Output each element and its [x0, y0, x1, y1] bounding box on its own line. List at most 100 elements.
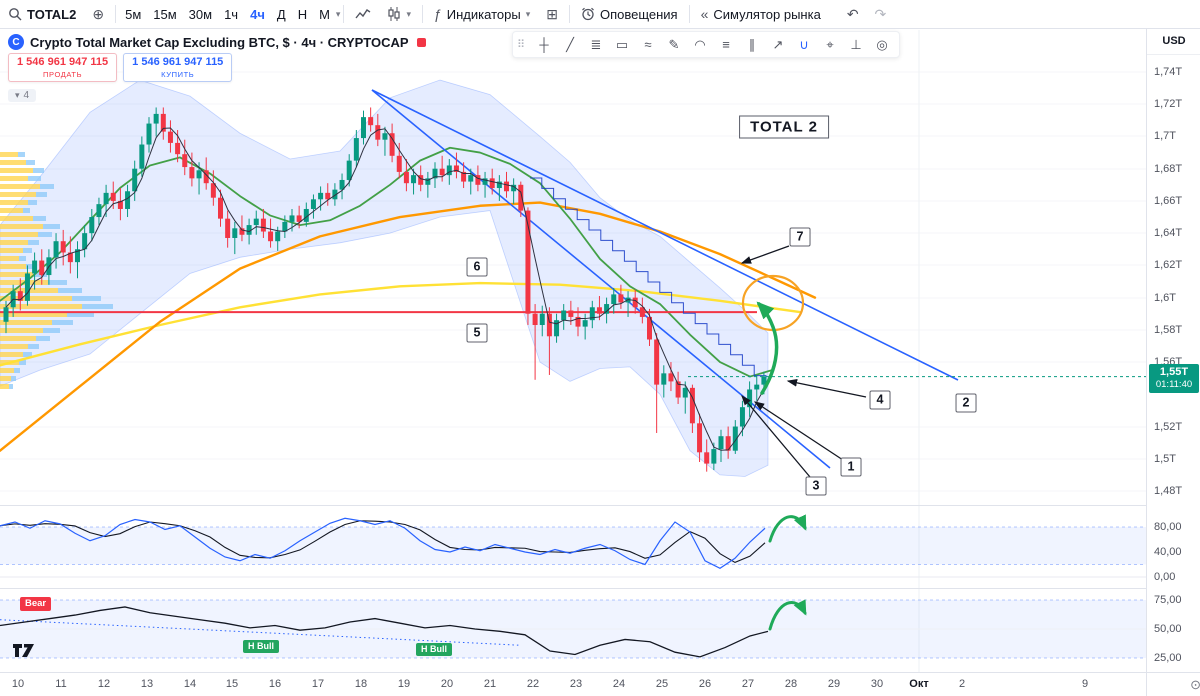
chart-legend[interactable]: C Crypto Total Market Cap Excluding BTC,…	[8, 34, 426, 50]
bar-countdown: 01:11:40	[1155, 379, 1193, 391]
price-axis-label: 1,48T	[1154, 485, 1183, 497]
tradingview-logo-icon	[13, 644, 34, 657]
timeframe-button-Н[interactable]: Н	[297, 6, 308, 22]
bars-pattern-tool-icon[interactable]: ⊥	[850, 36, 862, 52]
callout-label-6[interactable]: 6	[466, 257, 488, 277]
alerts-label: Оповещения	[599, 6, 678, 22]
time-axis-label: 29	[827, 678, 841, 690]
price-axis-label: 0,00	[1154, 571, 1176, 583]
rectangle-tool-icon[interactable]: ▭	[615, 36, 629, 52]
symbol-search-button[interactable]: TOTAL2	[0, 2, 84, 26]
search-icon	[9, 8, 22, 21]
parallel-lines-tool-icon[interactable]: ≡	[722, 37, 730, 52]
drag-handle-icon[interactable]: ⠿	[517, 39, 526, 51]
price-axis-label: 75,00	[1154, 594, 1182, 606]
trade-buttons: 1 546 961 947 115 ПРОДАТЬ 1 546 961 947 …	[8, 53, 233, 82]
indicator-badge-h-bull: H Bull	[416, 643, 452, 656]
toolbar-divider	[115, 5, 117, 23]
line-chart-icon	[355, 9, 371, 19]
price-axis-label: 1,5T	[1154, 453, 1177, 465]
timeframe-button-М[interactable]: М	[319, 6, 330, 22]
time-axis-label: 10	[11, 678, 25, 690]
add-symbol-button[interactable]: ⊕	[92, 5, 105, 22]
channel-tool-icon[interactable]: ∥	[748, 36, 756, 52]
timeframe-group: 5м 15м 30м 1ч 4ч Д Н М	[119, 3, 336, 25]
time-axis-corner[interactable]: ⊙	[1146, 672, 1200, 696]
layout-grid-button[interactable]: ⊞	[546, 5, 558, 22]
callout-label-4[interactable]: 4	[869, 390, 891, 410]
indicator-panes	[0, 514, 1146, 659]
price-axis-label: 25,00	[1154, 652, 1182, 664]
alarm-clock-icon	[582, 7, 594, 21]
callout-label-3[interactable]: 3	[805, 476, 827, 496]
callout-label-1[interactable]: 1	[840, 457, 862, 477]
measure-tool-icon[interactable]: ⌖	[826, 36, 834, 52]
time-axis-label: 23	[569, 678, 583, 690]
time-axis-label: 12	[97, 678, 111, 690]
sell-button[interactable]: 1 546 961 947 115 ПРОДАТЬ	[8, 53, 118, 82]
price-axis[interactable]: USD 1,55T 01:11:40 1,74T 1,72T 1,7T 1,68T 1,…	[1146, 28, 1200, 672]
drawing-tools: ┼ ╱ ≣ ▭ ≈ ✎ ◠ ≡ ∥ ↗ ∪ ⌖ ⊥ ◎	[531, 34, 895, 56]
time-axis-label: 21	[483, 678, 497, 690]
alerts-button[interactable]: Оповещения	[573, 2, 686, 26]
more-tool-icon[interactable]: ◎	[876, 36, 888, 52]
fib-retracement-tool-icon[interactable]: ≣	[590, 36, 602, 52]
timeframe-button-30м[interactable]: 30м	[188, 6, 213, 22]
toolbar-divider	[688, 5, 690, 23]
time-axis-label: 16	[268, 678, 282, 690]
price-axis-label: 40,00	[1154, 546, 1182, 558]
timeframe-button-Д[interactable]: Д	[276, 6, 286, 22]
brush-tool-icon[interactable]: ✎	[668, 36, 680, 52]
indicator-badge-bear: Bear	[20, 597, 52, 611]
crosshair-tool-icon[interactable]: ┼	[539, 37, 549, 52]
callout-label-5[interactable]: 5	[466, 323, 488, 343]
price-axis-label: 1,66T	[1154, 195, 1183, 207]
callout-label-2[interactable]: 2	[955, 393, 977, 413]
indicators-chevron-down-icon: ▾	[525, 8, 531, 19]
indicators-button[interactable]: ƒ Индикаторы ▾	[426, 2, 538, 26]
indicators-icon: ƒ	[433, 6, 442, 22]
time-axis[interactable]: 10 11 12 13 14 15 16 17 18 19 20 21 22 23 24 25 26 27 28 29…	[0, 672, 1146, 696]
symbol-name: TOTAL2	[27, 6, 77, 22]
line-chart-type-button[interactable]	[347, 2, 379, 26]
chart-drawings	[688, 245, 1146, 478]
timeframe-button-5м[interactable]: 5м	[125, 6, 142, 22]
wave-tool-icon[interactable]: ≈	[644, 37, 652, 52]
current-price: 1,55T	[1159, 366, 1189, 378]
arc-tool-icon[interactable]: ◠	[694, 36, 706, 52]
undo-button[interactable]: ↶	[846, 5, 859, 22]
magnet-tool-icon[interactable]: ∪	[799, 36, 809, 52]
time-axis-label: 15	[225, 678, 239, 690]
timeframe-button-1ч[interactable]: 1ч	[224, 6, 239, 22]
buy-button[interactable]: 1 546 961 947 115 КУПИТЬ	[123, 53, 233, 82]
timeframes-chevron-down-icon[interactable]: ▾	[335, 8, 341, 19]
arrow-tool-icon[interactable]: ↗	[772, 36, 784, 52]
tradingview-logo[interactable]	[12, 643, 36, 663]
timeframe-button-4ч[interactable]: 4ч	[250, 6, 265, 22]
timeframe-button-15м[interactable]: 15м	[153, 6, 177, 22]
trend-line-tool-icon[interactable]: ╱	[566, 36, 574, 52]
toolbar-divider	[343, 5, 345, 23]
sell-label: ПРОДАТЬ	[43, 69, 83, 79]
total2-text-annotation[interactable]: TOTAL 2	[739, 115, 829, 139]
timezone-clock-icon[interactable]: ⊙	[1190, 676, 1200, 692]
currency-selector[interactable]: USD	[1147, 28, 1200, 55]
time-axis-label: 9	[1081, 678, 1089, 690]
chart-type-button[interactable]: ▾	[379, 2, 419, 26]
time-axis-label: 30	[870, 678, 884, 690]
top-toolbar: TOTAL2 ⊕ 5м 15м 30м 1ч 4ч Д Н М ▾ ▾ ƒ Индикатор…	[0, 0, 1200, 29]
gridlines	[0, 30, 1146, 672]
time-axis-label: 17	[311, 678, 325, 690]
callout-label-7[interactable]: 7	[789, 227, 811, 247]
collapsed-indicators-chip[interactable]: ▾ 4	[8, 89, 37, 102]
time-axis-label: 19	[397, 678, 411, 690]
price-axis-label: 1,7T	[1154, 130, 1177, 142]
replay-button[interactable]: « Симулятор рынка	[693, 2, 829, 26]
redo-button[interactable]: ↷	[874, 5, 887, 22]
overlay-lines	[0, 89, 959, 469]
main-chart-canvas[interactable]	[0, 0, 1146, 672]
toolbar-divider	[568, 5, 570, 23]
indicators-label: Индикаторы	[446, 6, 521, 22]
time-axis-label: 28	[784, 678, 798, 690]
